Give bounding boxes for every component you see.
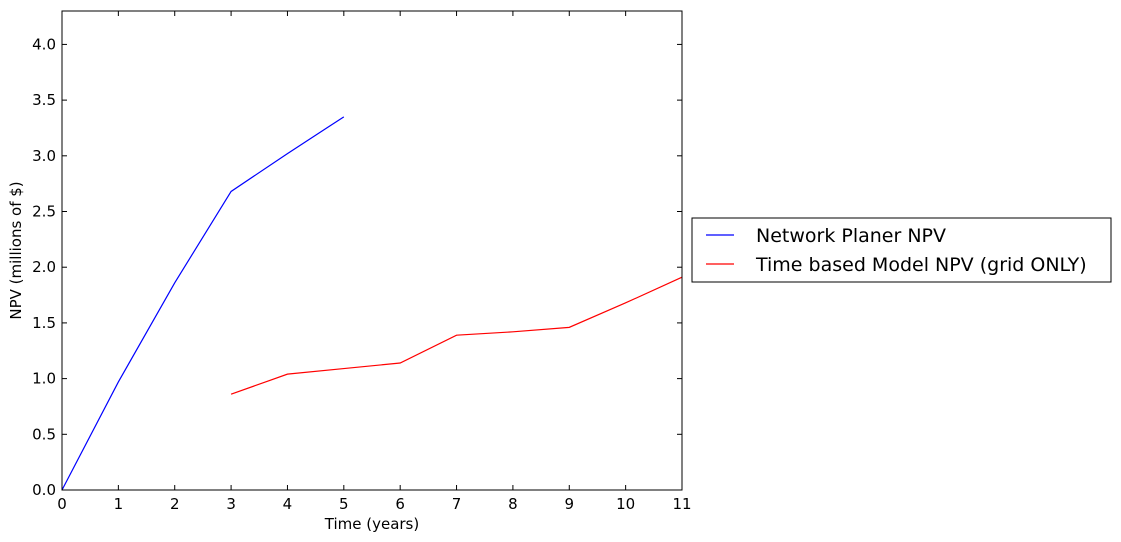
y-tick-label: 1.0 <box>32 370 56 388</box>
y-tick-label: 0.5 <box>32 425 56 443</box>
x-tick-label: 3 <box>226 495 236 513</box>
x-axis-label: Time (years) <box>324 515 419 533</box>
plot-area <box>61 116 683 491</box>
x-tick-label: 4 <box>283 495 293 513</box>
x-tick-label: 0 <box>57 495 67 513</box>
x-tick-label: 8 <box>508 495 518 513</box>
y-tick-label: 1.5 <box>32 314 56 332</box>
y-tick-label: 2.5 <box>32 203 56 221</box>
legend-box <box>691 217 1112 283</box>
series-line-0 <box>61 116 345 491</box>
y-tick-label: 3.5 <box>32 91 56 109</box>
x-tick-label: 6 <box>395 495 405 513</box>
series-line-1 <box>230 276 683 395</box>
x-tick-label: 10 <box>616 495 635 513</box>
plot-frame <box>61 10 683 491</box>
y-tick-label: 3.0 <box>32 147 56 165</box>
x-tick-label: 9 <box>564 495 574 513</box>
y-tick-label: 0.0 <box>32 481 56 499</box>
y-axis-label: NPV (millions of $) <box>7 181 25 319</box>
x-tick-label: 5 <box>339 495 349 513</box>
x-tick-label: 2 <box>170 495 180 513</box>
x-tick-label: 1 <box>114 495 124 513</box>
legend-label-network-planer: Network Planer NPV <box>756 225 946 247</box>
x-tick-label: 7 <box>452 495 462 513</box>
y-tick-label: 2.0 <box>32 258 56 276</box>
legend: Network Planer NPV Time based Model NPV … <box>691 217 1112 283</box>
legend-label-time-based-model: Time based Model NPV (grid ONLY) <box>755 254 1087 276</box>
y-tick-label: 4.0 <box>32 35 56 53</box>
x-tick-label: 11 <box>672 495 691 513</box>
axis-ticks: 0 1 2 3 4 5 6 7 8 9 10 11 0.0 0.5 1.0 1.5 2.0 2.5 3.0 3.5 4.… <box>32 11 692 513</box>
